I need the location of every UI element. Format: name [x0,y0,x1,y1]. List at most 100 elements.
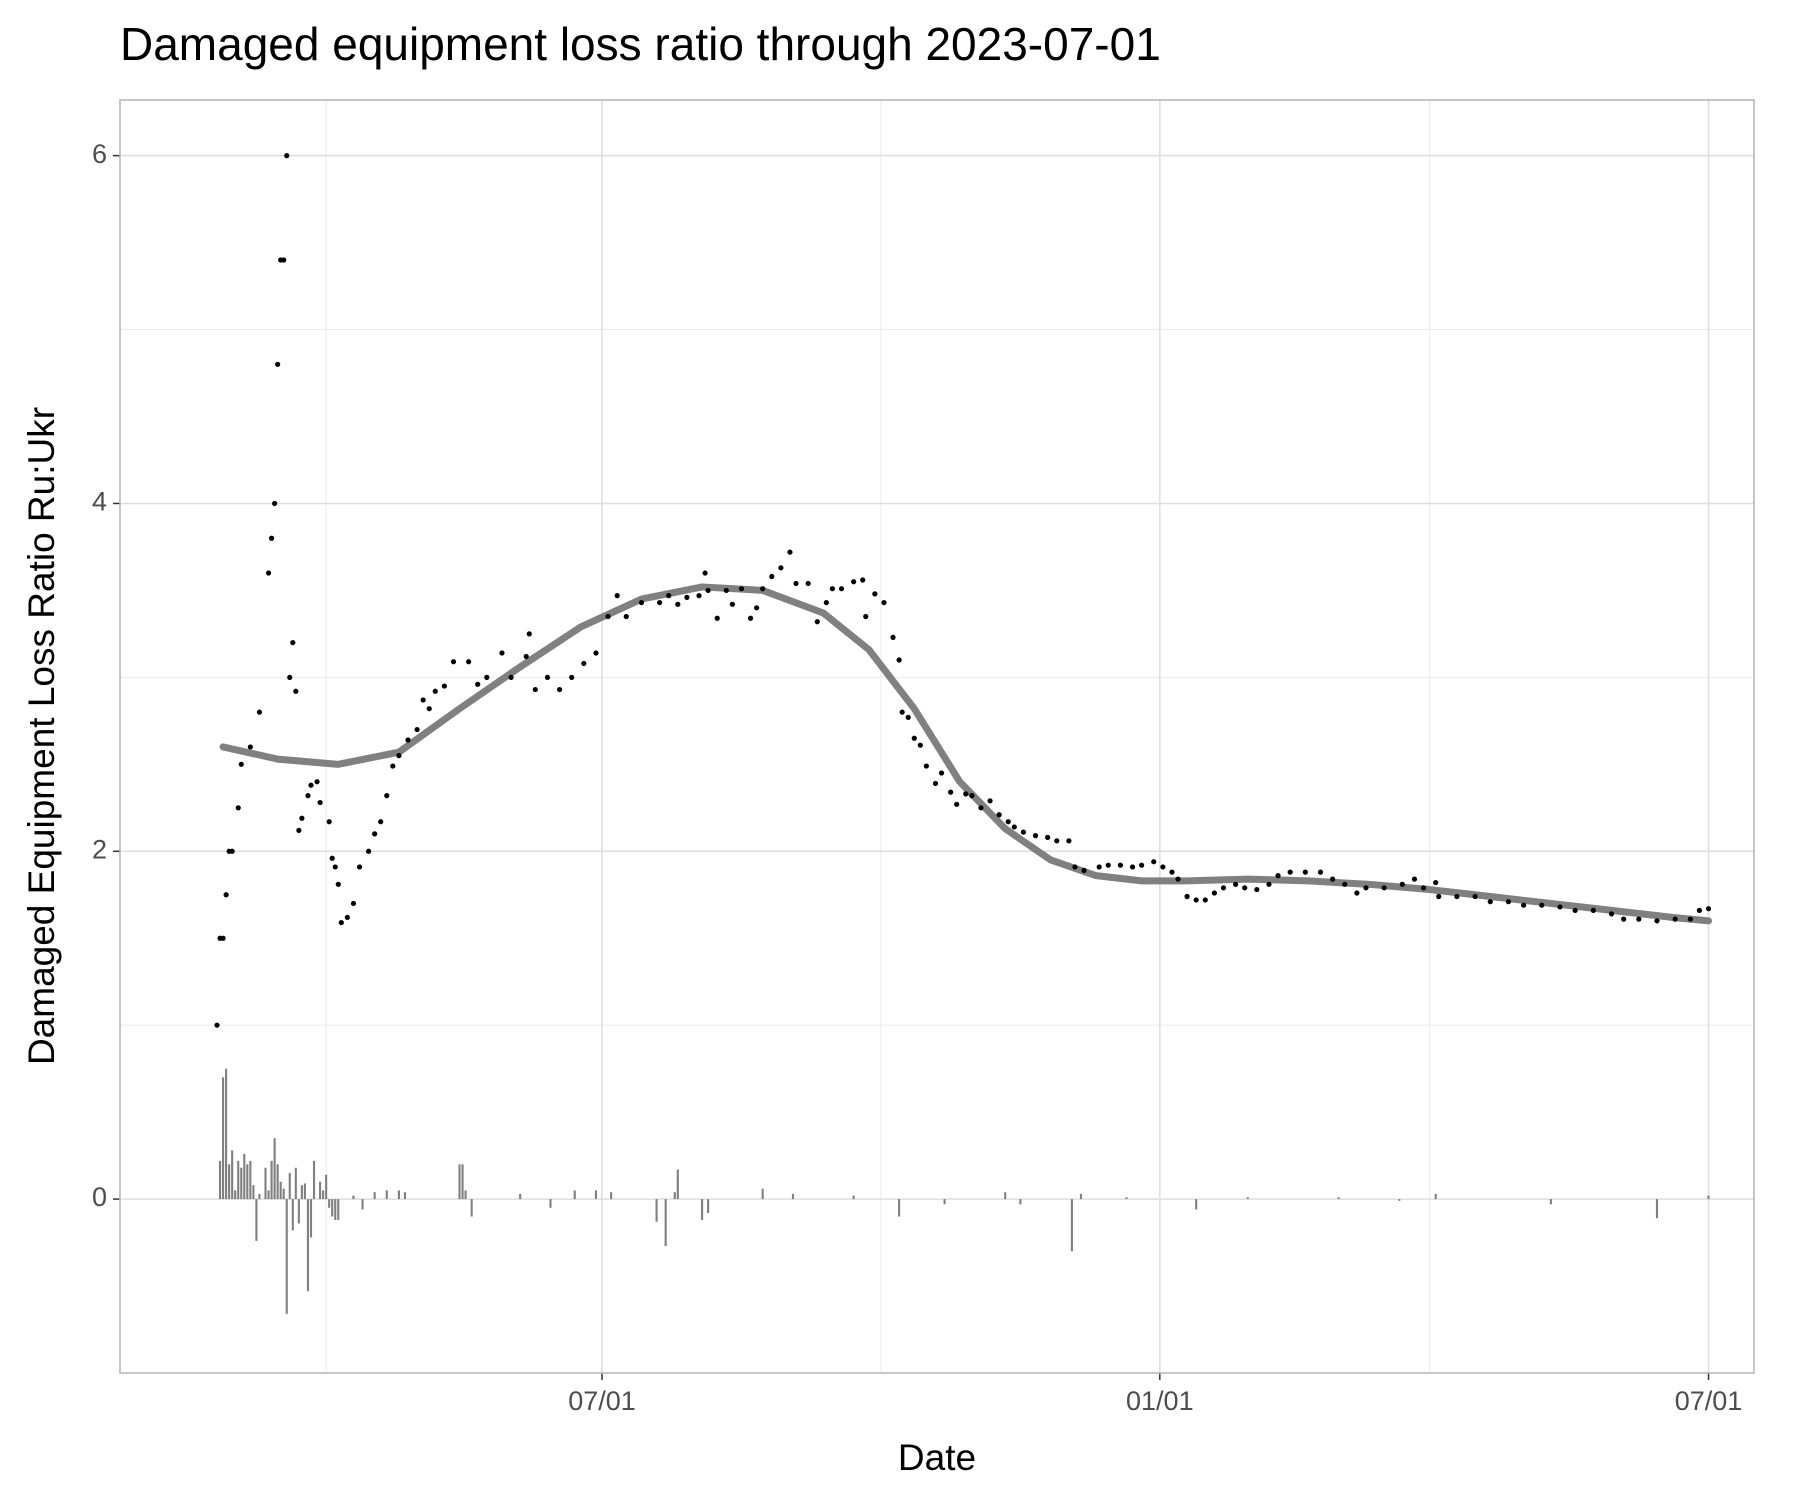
point [378,819,384,825]
point [220,935,226,941]
point [638,599,645,606]
point [508,674,514,680]
point [1045,834,1051,840]
bar [258,1193,261,1200]
point [1096,864,1102,870]
point [923,763,929,769]
point [1687,916,1693,922]
point [787,549,793,555]
bar [1398,1199,1401,1201]
bar [325,1174,328,1200]
point [684,594,690,600]
bar [237,1160,240,1200]
point [308,782,314,788]
point [432,688,438,694]
point [1254,886,1260,893]
point [729,601,735,607]
point [396,753,402,759]
bar [1195,1199,1198,1210]
point [1330,876,1336,882]
bar [300,1185,303,1200]
point [229,848,235,854]
point [317,799,323,806]
y-tick-label: 0 [92,1182,107,1212]
point [372,831,378,837]
bar [1019,1199,1022,1205]
point [1654,918,1660,924]
point [1072,864,1078,870]
bar [240,1167,243,1200]
point [314,779,320,785]
bar [225,1068,228,1200]
point [1202,897,1208,903]
smooth-line [219,583,1713,925]
bar [373,1192,376,1200]
bar [898,1199,901,1217]
point [405,737,411,743]
point [1220,885,1227,891]
bar [285,1199,288,1314]
point [793,580,799,587]
point [614,593,620,599]
point [1420,885,1427,891]
point [896,657,902,663]
point [1266,881,1272,887]
bar [1125,1197,1128,1200]
point [932,780,939,787]
x-tick-label: 01/01 [1126,1386,1194,1416]
x-tick-label: 07/01 [568,1386,636,1416]
point [338,919,344,926]
bar [1070,1199,1073,1252]
point [484,674,490,680]
bar [464,1190,467,1200]
point [426,706,432,712]
point [544,674,551,680]
point [1105,862,1111,868]
point [290,639,296,646]
point [1184,893,1190,900]
point [1054,838,1060,844]
bar [273,1138,276,1200]
bar [361,1199,364,1210]
point [969,793,975,799]
point [911,735,917,741]
bar [852,1195,855,1200]
point [1160,864,1166,870]
point [390,763,396,769]
bar [1337,1197,1340,1200]
point [466,659,472,665]
point [593,650,599,656]
point [1032,833,1039,839]
bar [1655,1199,1659,1219]
bar [228,1164,231,1200]
bar [249,1160,252,1200]
bar [1549,1199,1552,1205]
point [1487,899,1493,905]
bar [1434,1193,1437,1200]
point [905,714,911,720]
point [265,570,272,576]
bar [243,1153,246,1200]
point [1411,876,1418,882]
point [1399,881,1405,887]
point [1572,907,1578,914]
point [938,770,945,776]
point [838,586,845,592]
point [1193,897,1199,903]
bar [322,1190,325,1200]
point [863,613,869,620]
bar [234,1190,237,1200]
point [978,805,984,811]
x-tick-label: 07/01 [1675,1386,1743,1416]
point [1169,869,1175,875]
point [441,683,447,689]
bar [312,1160,316,1200]
point [675,601,681,607]
bar [309,1199,313,1238]
point [1436,893,1442,900]
point [299,815,305,821]
bar [282,1188,285,1200]
bar [222,1077,225,1200]
